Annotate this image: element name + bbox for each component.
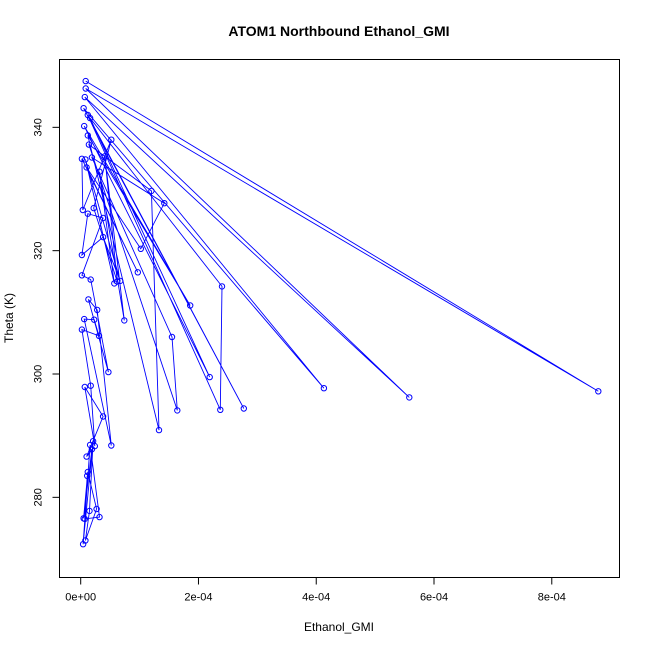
data-point bbox=[78, 251, 86, 259]
data-point bbox=[87, 382, 94, 389]
x-tick-label: 0e+00 bbox=[65, 592, 96, 604]
data-point bbox=[84, 472, 91, 479]
series-line bbox=[81, 80, 599, 545]
data-point bbox=[81, 515, 89, 523]
data-point bbox=[96, 168, 103, 175]
data-point bbox=[88, 154, 96, 161]
data-point bbox=[217, 406, 224, 413]
data-point bbox=[94, 306, 101, 314]
data-point bbox=[82, 85, 89, 92]
data-point bbox=[83, 164, 90, 171]
data-point bbox=[87, 276, 94, 283]
plot-frame bbox=[59, 59, 620, 578]
data-point bbox=[80, 105, 87, 112]
y-tick-label: 340 bbox=[33, 118, 45, 136]
data-point bbox=[84, 210, 92, 217]
data-point bbox=[105, 368, 112, 376]
data-point bbox=[121, 317, 128, 324]
data-point bbox=[161, 200, 168, 207]
data-point bbox=[93, 505, 100, 513]
data-point bbox=[155, 426, 163, 434]
data-point bbox=[218, 283, 226, 290]
data-point bbox=[78, 155, 86, 163]
data-point bbox=[96, 513, 103, 521]
x-tick-label: 8e-04 bbox=[538, 592, 566, 604]
x-axis-label: Ethanol_GMI bbox=[304, 620, 374, 634]
data-point bbox=[108, 442, 115, 449]
data-point bbox=[108, 136, 115, 143]
data-point bbox=[85, 141, 93, 148]
data-point bbox=[91, 316, 98, 323]
data-point bbox=[79, 541, 87, 548]
y-axis-label: Theta (K) bbox=[2, 293, 16, 343]
data-point bbox=[78, 272, 86, 279]
data-point bbox=[95, 332, 103, 339]
y-tick-label: 320 bbox=[33, 241, 45, 259]
series-group bbox=[78, 77, 602, 548]
data-point bbox=[99, 233, 107, 241]
data-point bbox=[187, 302, 194, 309]
x-axis: 0e+00 2e-04 4e-04 6e-04 8e-04 bbox=[65, 577, 566, 604]
data-point bbox=[79, 206, 87, 214]
data-point bbox=[99, 214, 107, 222]
data-point bbox=[117, 277, 124, 285]
data-point bbox=[137, 245, 145, 253]
data-point bbox=[134, 269, 142, 276]
data-point bbox=[320, 385, 328, 392]
data-point bbox=[82, 77, 89, 85]
data-point bbox=[206, 373, 213, 381]
data-point bbox=[81, 93, 89, 101]
data-point bbox=[81, 383, 89, 391]
data-point bbox=[406, 394, 413, 401]
y-tick-label: 280 bbox=[33, 488, 45, 506]
chart-title: ATOM1 Northbound Ethanol_GMI bbox=[228, 23, 449, 39]
data-point bbox=[83, 453, 90, 460]
data-point bbox=[85, 296, 92, 303]
data-point bbox=[81, 122, 88, 130]
x-tick-label: 2e-04 bbox=[184, 592, 212, 604]
data-point bbox=[86, 114, 94, 122]
data-point bbox=[168, 333, 176, 341]
y-axis: 280 300 320 340 bbox=[33, 118, 60, 507]
data-point bbox=[148, 187, 155, 195]
data-point bbox=[101, 153, 109, 160]
data-point bbox=[86, 441, 94, 449]
data-point bbox=[595, 388, 602, 395]
data-point bbox=[84, 468, 92, 476]
data-point bbox=[78, 326, 86, 333]
x-tick-label: 6e-04 bbox=[420, 592, 448, 604]
data-point bbox=[240, 405, 248, 412]
data-point bbox=[82, 156, 89, 163]
data-point bbox=[86, 507, 93, 515]
data-point bbox=[84, 132, 92, 139]
data-point bbox=[99, 413, 107, 420]
x-tick-label: 4e-04 bbox=[302, 592, 330, 604]
data-point bbox=[81, 315, 88, 323]
data-point bbox=[174, 407, 181, 414]
y-tick-label: 300 bbox=[33, 365, 45, 383]
data-point bbox=[90, 204, 97, 212]
data-point bbox=[111, 280, 118, 287]
